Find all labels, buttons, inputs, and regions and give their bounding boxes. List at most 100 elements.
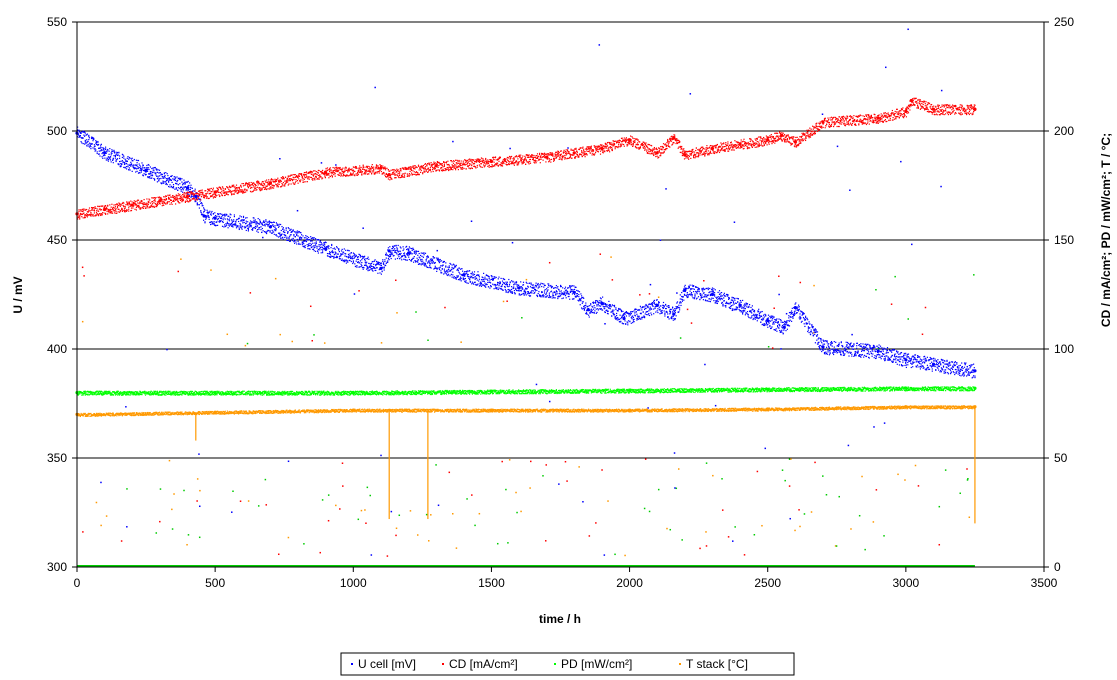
data-dot [814, 331, 816, 333]
data-dot [744, 314, 746, 316]
data-dot [729, 303, 731, 305]
data-dot [725, 304, 727, 307]
data-dot [709, 298, 711, 300]
data-dot [240, 226, 242, 228]
data-dot [237, 192, 239, 195]
data-dot [169, 203, 171, 205]
data-dot [344, 260, 346, 262]
data-dot [277, 236, 280, 238]
data-dot [885, 348, 887, 351]
data-dot [206, 211, 208, 214]
data-dot [352, 255, 354, 257]
data-dot [212, 194, 214, 196]
data-dot [744, 308, 746, 310]
data-dot [702, 287, 704, 289]
data-dot [270, 178, 273, 180]
data-dot [400, 247, 402, 249]
data-dot [512, 287, 514, 289]
data-dot [434, 267, 436, 269]
data-dot [828, 350, 830, 352]
data-dot [401, 255, 403, 257]
data-dot [239, 222, 241, 225]
data-dot [373, 263, 375, 265]
data-dot [767, 323, 769, 325]
data-dot [529, 295, 532, 297]
data-dot [359, 254, 361, 257]
data-dot [361, 259, 363, 261]
data-dot [289, 234, 291, 236]
data-dot [478, 278, 480, 280]
data-dot [754, 314, 756, 316]
noise-dot [520, 510, 522, 513]
data-dot [123, 166, 125, 169]
data-dot [774, 321, 776, 323]
data-dot [373, 267, 375, 269]
data-dot [414, 250, 416, 252]
data-dot [600, 300, 602, 302]
data-dot [820, 340, 822, 342]
data-dot [336, 255, 338, 257]
data-dot [648, 314, 651, 317]
data-dot [180, 199, 182, 201]
data-dot [555, 284, 557, 287]
band-u [77, 126, 976, 379]
data-dot [627, 324, 629, 326]
data-dot [363, 257, 365, 259]
data-dot [838, 350, 840, 352]
data-dot [256, 182, 258, 184]
data-dot [250, 226, 252, 228]
data-dot [707, 294, 709, 297]
noise-dot [535, 383, 538, 386]
data-dot [895, 357, 897, 359]
data-dot [445, 262, 447, 264]
data-dot [205, 190, 207, 192]
data-dot [119, 210, 121, 212]
data-dot [203, 194, 205, 196]
data-dot [672, 309, 674, 311]
data-dot [77, 126, 79, 128]
data-dot [940, 369, 942, 372]
data-dot [588, 314, 590, 316]
data-dot [910, 360, 912, 362]
data-dot [244, 225, 246, 228]
data-dot [116, 153, 118, 155]
data-dot [571, 288, 573, 291]
data-dot [638, 315, 640, 317]
data-dot [382, 260, 384, 262]
data-dot [88, 137, 91, 139]
data-dot [95, 140, 97, 142]
data-dot [675, 308, 677, 310]
data-dot [280, 234, 282, 236]
data-dot [198, 195, 200, 197]
data-dot [320, 241, 322, 244]
data-dot [299, 236, 301, 238]
data-dot [200, 191, 203, 194]
data-dot [427, 261, 429, 263]
data-dot [208, 211, 210, 214]
data-dot [441, 265, 443, 267]
data-dot [241, 189, 243, 191]
data-dot [202, 194, 204, 196]
data-dot [269, 186, 271, 189]
data-dot [476, 274, 478, 277]
scatter-noise [81, 28, 975, 557]
data-dot [124, 206, 126, 208]
data-dot [276, 223, 278, 225]
data-dot [578, 293, 580, 296]
data-dot [600, 298, 602, 300]
data-dot [691, 284, 693, 286]
data-dot [553, 291, 555, 293]
data-dot [693, 298, 695, 300]
data-dot [270, 179, 272, 181]
data-dot [662, 307, 664, 309]
data-dot [276, 186, 278, 188]
data-dot [131, 157, 133, 159]
data-dot [350, 257, 352, 259]
data-dot [739, 310, 741, 312]
noise-dot [821, 113, 824, 115]
data-dot [343, 260, 345, 262]
data-dot [697, 286, 699, 289]
data-dot [102, 212, 104, 214]
data-dot [252, 228, 254, 230]
data-dot [438, 259, 440, 261]
